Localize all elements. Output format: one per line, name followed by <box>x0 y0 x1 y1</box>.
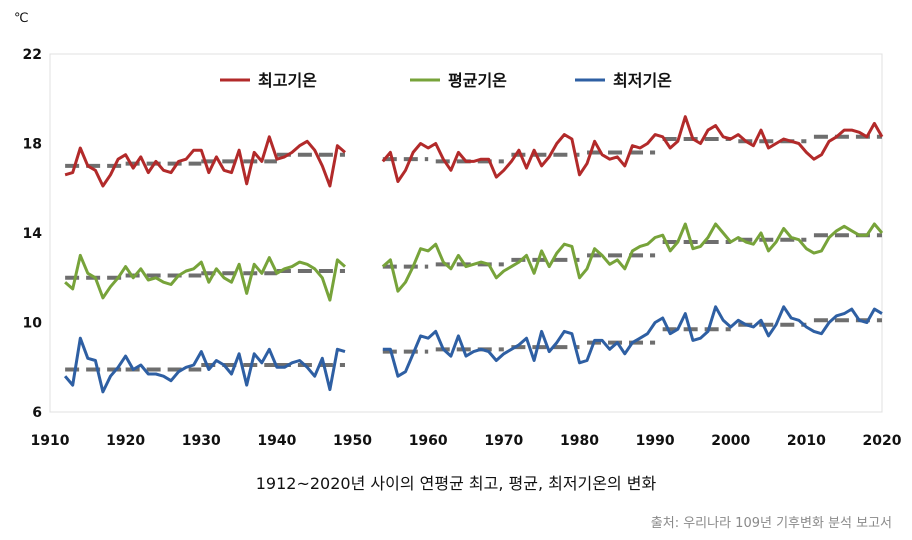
y-tick-label: 14 <box>23 226 43 242</box>
x-tick-label: 1990 <box>636 433 675 449</box>
x-axis: 1910 1920 1930 1940 1950 1960 1970 1980 1990 2000… <box>31 433 902 449</box>
series-lines <box>63 115 884 394</box>
y-tick-label: 22 <box>23 47 42 63</box>
x-tick-label: 1940 <box>257 433 296 449</box>
trend-lines <box>65 134 882 372</box>
x-tick-label: 2020 <box>863 433 902 449</box>
x-tick-label: 1960 <box>409 433 448 449</box>
x-tick-label: 1980 <box>560 433 599 449</box>
series-line <box>381 222 884 293</box>
legend-label: 평균기온 <box>448 71 507 90</box>
y-tick-label: 18 <box>23 137 42 153</box>
series-line <box>64 135 346 188</box>
series-line <box>63 336 346 394</box>
legend: 최고기온 평균기온 최저기온 <box>220 71 672 90</box>
y-tick-label: 6 <box>32 405 42 421</box>
x-tick-label: 1910 <box>31 433 70 449</box>
legend-label: 최고기온 <box>258 71 317 90</box>
x-tick-label: 2010 <box>787 433 826 449</box>
legend-label: 최저기온 <box>613 71 672 90</box>
series-line <box>64 253 346 302</box>
y-unit-label: ℃ <box>14 11 29 26</box>
x-tick-label: 1920 <box>106 433 145 449</box>
chart-caption: 1912~2020년 사이의 연평균 최고, 평균, 최저기온의 변화 <box>255 474 657 493</box>
temperature-chart: ℃ 6 10 14 18 22 1910 1920 1930 1940 1950 1960 1970… <box>14 11 902 449</box>
series-line <box>381 115 884 183</box>
y-axis: 6 10 14 18 22 <box>23 47 43 421</box>
source-note: 출처: 우리나라 109년 기후변화 분석 보고서 <box>650 516 892 531</box>
x-tick-label: 1950 <box>333 433 372 449</box>
x-tick-label: 1970 <box>484 433 523 449</box>
y-tick-label: 10 <box>23 316 43 332</box>
x-tick-label: 1930 <box>182 433 221 449</box>
plot-area <box>49 53 883 413</box>
series-line <box>382 305 883 378</box>
x-tick-label: 2000 <box>711 433 750 449</box>
